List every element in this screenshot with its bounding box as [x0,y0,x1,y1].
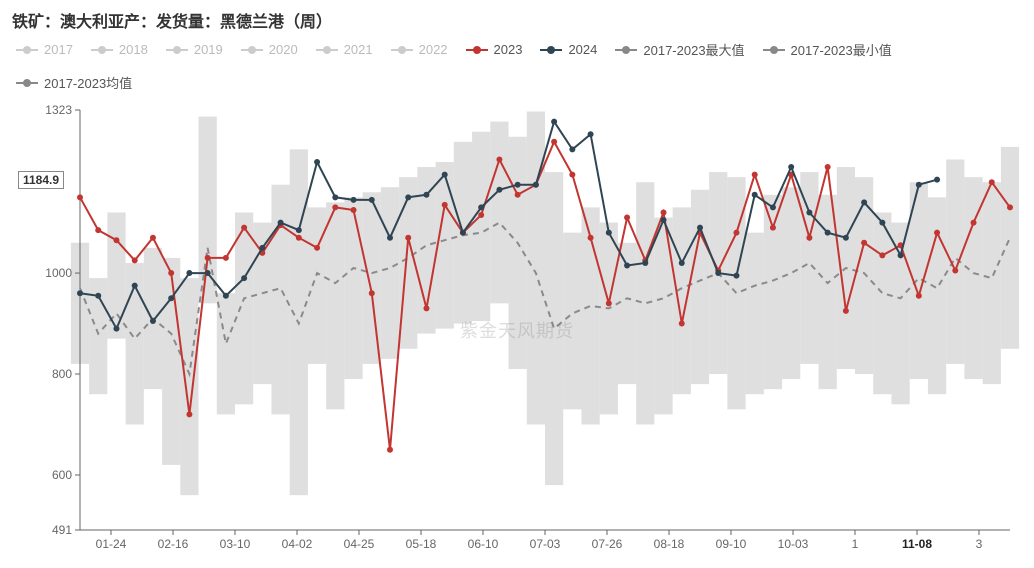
legend-swatch-icon [16,44,38,56]
y-axis-highlight: 1184.9 [18,171,64,189]
legend-label: 2017 [44,42,73,57]
legend-item-mean[interactable]: 2017-2023均值 [16,73,132,92]
legend-item-y2019[interactable]: 2019 [166,40,223,59]
legend-item-y2024[interactable]: 2024 [540,40,597,59]
legend-swatch-icon [166,44,188,56]
legend-label: 2022 [419,42,448,57]
svg-text:3: 3 [976,537,983,551]
svg-text:1323: 1323 [45,103,72,117]
legend-swatch-icon [763,44,785,56]
legend-item-y2023[interactable]: 2023 [466,40,523,59]
legend-swatch-icon [391,44,413,56]
svg-text:600: 600 [52,468,72,482]
legend-swatch-icon [540,44,562,56]
svg-text:01-24: 01-24 [96,537,127,551]
legend-item-y2020[interactable]: 2020 [241,40,298,59]
chart-svg: 491 600 800 1000 1323 01-24 02-16 03-10 04-02 04-… [12,100,1022,560]
svg-text:08-18: 08-18 [654,537,685,551]
legend-label: 2024 [568,42,597,57]
legend-item-y2022[interactable]: 2022 [391,40,448,59]
svg-text:03-10: 03-10 [220,537,251,551]
svg-text:04-02: 04-02 [282,537,313,551]
legend: 2017 2018 2019 2020 2021 2022 2023 2024 2017-202… [12,40,1022,92]
legend-swatch-icon [615,44,637,56]
svg-text:05-18: 05-18 [406,537,437,551]
legend-item-y2018[interactable]: 2018 [91,40,148,59]
legend-item-min[interactable]: 2017-2023最小值 [763,40,892,59]
legend-label: 2023 [494,42,523,57]
legend-item-y2017[interactable]: 2017 [16,40,73,59]
chart-area: 491 600 800 1000 1323 01-24 02-16 03-10 04-02 04-… [12,100,1022,560]
svg-text:1: 1 [852,537,859,551]
svg-text:04-25: 04-25 [344,537,375,551]
legend-item-max[interactable]: 2017-2023最大值 [615,40,744,59]
chart-title: 铁矿：澳大利亚产：发货量：黑德兰港（周） [12,8,1022,32]
svg-text:09-10: 09-10 [716,537,747,551]
svg-text:07-03: 07-03 [530,537,561,551]
svg-text:07-26: 07-26 [592,537,623,551]
legend-label: 2017-2023均值 [44,73,132,92]
svg-text:491: 491 [52,523,72,537]
legend-label: 2017-2023最大值 [643,40,744,59]
svg-text:06-10: 06-10 [468,537,499,551]
legend-label: 2019 [194,42,223,57]
legend-swatch-icon [466,44,488,56]
legend-swatch-icon [91,44,113,56]
legend-swatch-icon [316,44,338,56]
legend-label: 2020 [269,42,298,57]
svg-text:02-16: 02-16 [158,537,189,551]
legend-label: 2018 [119,42,148,57]
svg-text:10-03: 10-03 [778,537,809,551]
svg-text:1000: 1000 [45,266,72,280]
svg-text:800: 800 [52,367,72,381]
legend-swatch-icon [241,44,263,56]
svg-text:11-08: 11-08 [902,537,932,551]
legend-label: 2021 [344,42,373,57]
legend-label: 2017-2023最小值 [791,40,892,59]
legend-swatch-icon [16,77,38,89]
legend-item-y2021[interactable]: 2021 [316,40,373,59]
